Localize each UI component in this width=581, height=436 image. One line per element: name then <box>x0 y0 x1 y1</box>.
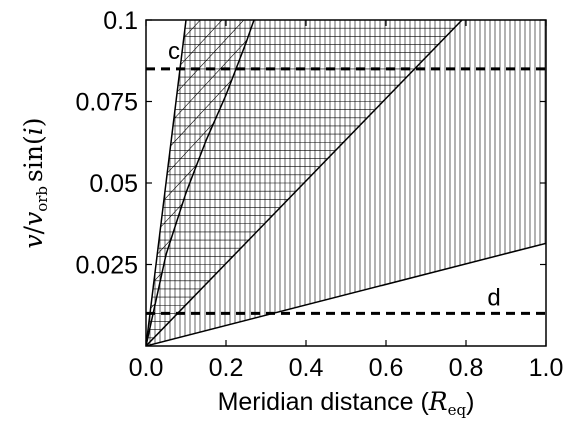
x-tick-label: 1.0 <box>529 354 564 382</box>
diagonal-hatch-line <box>163 164 197 201</box>
data-lines <box>146 20 546 346</box>
series-line-2 <box>146 20 255 346</box>
y-tick-label: 0.025 <box>75 252 138 280</box>
diagonal-hatch-line <box>180 20 223 66</box>
diagonal-hatch-line <box>160 203 183 228</box>
x-axis-title: Meridian distance (Req) <box>218 387 475 419</box>
annotation-d: d <box>487 284 500 311</box>
diagonal-hatch-line <box>176 20 245 93</box>
diagonal-hatch-line <box>183 20 201 38</box>
series-line-4 <box>146 242 546 346</box>
x-tick-label: 0.2 <box>209 354 244 382</box>
annotation-c: c <box>168 38 180 65</box>
x-tick-label: 0.0 <box>129 354 164 382</box>
diagonal-hatch-line <box>157 239 171 255</box>
diagonal-hatch-line <box>173 40 248 120</box>
dashed-reference-lines <box>146 67 546 315</box>
diagonal-hatch-line <box>153 272 163 282</box>
y-tick-label: 0.05 <box>89 170 138 198</box>
diagonal-hatch-line <box>170 80 232 147</box>
x-tick-label: 0.8 <box>449 354 484 382</box>
y-tick-label: 0.075 <box>75 89 138 117</box>
axis-ticks: 0.0 0.2 0.4 0.6 0.8 1.0 0.025 0.05 0.075 0.1 <box>75 7 563 382</box>
y-tick-label: 0.1 <box>103 7 138 35</box>
series-line-3 <box>146 20 463 346</box>
diagonal-hatch-line <box>167 122 215 174</box>
x-tick-label: 0.4 <box>289 354 324 382</box>
y-axis-title: v/vorbsin(i) <box>19 118 51 249</box>
annotations: cd <box>168 38 501 311</box>
series-line-1 <box>146 20 187 346</box>
x-tick-label: 0.6 <box>369 354 404 382</box>
